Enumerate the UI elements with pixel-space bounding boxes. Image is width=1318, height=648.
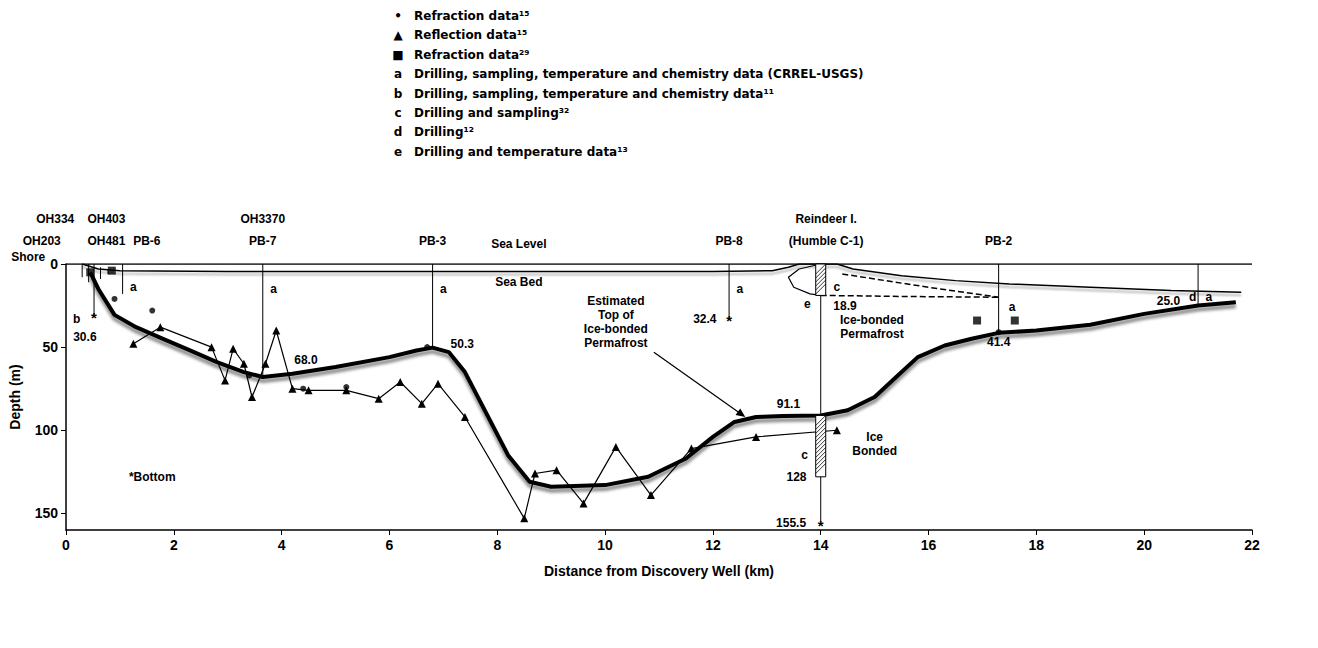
svg-text:Shore: Shore	[11, 250, 45, 264]
svg-text:PB-8: PB-8	[715, 234, 743, 248]
svg-text:a: a	[270, 282, 277, 296]
svg-text:Drilling, sampling, temperatur: Drilling, sampling, temperature and chem…	[414, 67, 864, 81]
svg-text:6: 6	[386, 537, 394, 553]
svg-text:12: 12	[705, 537, 721, 553]
svg-text:14: 14	[813, 537, 829, 553]
svg-text:50.3: 50.3	[451, 337, 475, 351]
svg-text:25.0: 25.0	[1157, 294, 1181, 308]
svg-text:Reindeer I.: Reindeer I.	[795, 212, 856, 226]
svg-text:18: 18	[1029, 537, 1045, 553]
svg-text:Drilling and sampling³²: Drilling and sampling³²	[414, 106, 569, 120]
svg-text:a: a	[394, 67, 402, 81]
svg-text:Refraction data¹⁵: Refraction data¹⁵	[414, 9, 530, 23]
svg-text:32.4: 32.4	[693, 312, 717, 326]
svg-text:(Humble C-1): (Humble C-1)	[789, 234, 864, 248]
svg-text:100: 100	[35, 422, 59, 438]
svg-text:0: 0	[62, 537, 70, 553]
svg-text:41.4: 41.4	[987, 335, 1011, 349]
svg-text:OH3370: OH3370	[240, 212, 285, 226]
svg-text:Permafrost: Permafrost	[584, 336, 647, 350]
svg-text:Top of: Top of	[598, 308, 635, 322]
svg-text:Ice: Ice	[866, 430, 883, 444]
svg-text:e: e	[804, 297, 811, 311]
svg-text:PB-6: PB-6	[133, 234, 161, 248]
svg-text:Bonded: Bonded	[852, 444, 897, 458]
svg-text:155.5: 155.5	[776, 516, 806, 530]
svg-text:Depth (m): Depth (m)	[7, 364, 23, 429]
svg-text:20: 20	[1136, 537, 1152, 553]
svg-text:150: 150	[35, 505, 59, 521]
svg-text:*: *	[91, 309, 97, 326]
svg-text:a: a	[1206, 290, 1213, 304]
svg-text:0: 0	[50, 256, 58, 272]
svg-text:OH203: OH203	[23, 234, 61, 248]
svg-text:Drilling, sampling, temperatur: Drilling, sampling, temperature and chem…	[414, 87, 774, 101]
svg-text:50: 50	[42, 339, 58, 355]
svg-text:•: •	[394, 9, 402, 23]
svg-text:■: ■	[392, 48, 403, 62]
svg-text:OH481: OH481	[87, 234, 125, 248]
svg-text:OH403: OH403	[87, 212, 125, 226]
svg-text:a: a	[737, 282, 744, 296]
svg-text:OH334: OH334	[36, 212, 74, 226]
svg-text:68.0: 68.0	[294, 353, 318, 367]
svg-text:Reflection data¹⁵: Reflection data¹⁵	[414, 28, 527, 42]
svg-text:8: 8	[493, 537, 501, 553]
svg-text:c: c	[834, 280, 841, 294]
svg-text:e: e	[394, 145, 402, 159]
svg-text:a: a	[440, 282, 447, 296]
svg-text:d: d	[1189, 290, 1196, 304]
svg-text:c: c	[394, 106, 401, 120]
svg-text:Drilling and temperature data¹: Drilling and temperature data¹³	[414, 145, 628, 159]
svg-text:PB-3: PB-3	[419, 234, 447, 248]
svg-text:a: a	[1009, 300, 1016, 314]
svg-text:d: d	[394, 125, 403, 139]
svg-text:128: 128	[786, 470, 806, 484]
svg-text:*: *	[818, 517, 824, 534]
svg-text:b: b	[73, 312, 80, 326]
svg-text:*: *	[726, 312, 732, 329]
svg-text:91.1: 91.1	[777, 397, 801, 411]
svg-text:Refraction data²⁹: Refraction data²⁹	[414, 48, 530, 62]
svg-text:c: c	[801, 448, 808, 462]
svg-text:Drilling¹²: Drilling¹²	[414, 125, 474, 139]
svg-text:4: 4	[278, 537, 286, 553]
svg-text:Sea Level: Sea Level	[491, 237, 546, 251]
svg-text:Sea Bed: Sea Bed	[495, 275, 542, 289]
svg-text:16: 16	[921, 537, 937, 553]
svg-text:Ice-bonded: Ice-bonded	[840, 313, 904, 327]
svg-text:22: 22	[1244, 537, 1260, 553]
svg-text:a: a	[130, 280, 137, 294]
svg-text:10: 10	[597, 537, 613, 553]
svg-text:▲: ▲	[393, 28, 403, 42]
svg-text:b: b	[394, 87, 403, 101]
svg-text:Estimated: Estimated	[587, 294, 644, 308]
svg-text:PB-2: PB-2	[985, 234, 1013, 248]
svg-text:PB-7: PB-7	[249, 234, 277, 248]
svg-text:Distance from Discovery Well (: Distance from Discovery Well (km)	[544, 563, 774, 579]
svg-text:Permafrost: Permafrost	[840, 327, 903, 341]
svg-text:Ice-bonded: Ice-bonded	[584, 322, 648, 336]
svg-text:18.9: 18.9	[833, 299, 857, 313]
svg-text:30.6: 30.6	[73, 330, 97, 344]
svg-text:2: 2	[170, 537, 178, 553]
svg-text:*Bottom: *Bottom	[129, 470, 176, 484]
